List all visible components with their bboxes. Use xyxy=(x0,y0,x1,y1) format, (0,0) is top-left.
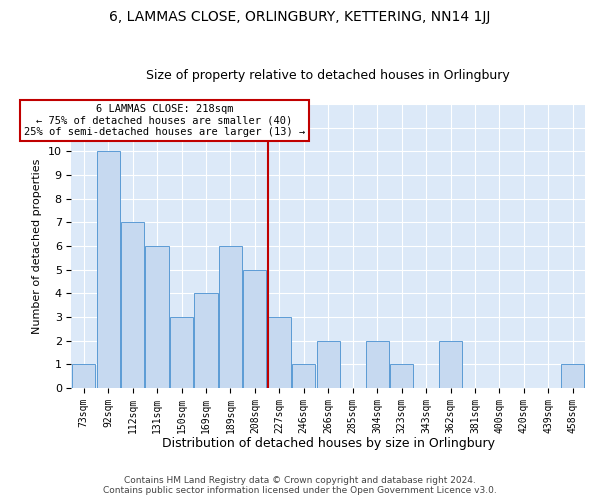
Bar xyxy=(268,317,291,388)
Bar xyxy=(292,364,316,388)
Bar xyxy=(439,340,462,388)
Bar xyxy=(561,364,584,388)
Bar xyxy=(365,340,389,388)
Bar xyxy=(72,364,95,388)
Text: Contains HM Land Registry data © Crown copyright and database right 2024.
Contai: Contains HM Land Registry data © Crown c… xyxy=(103,476,497,495)
Bar xyxy=(219,246,242,388)
Bar xyxy=(317,340,340,388)
Text: 6 LAMMAS CLOSE: 218sqm
← 75% of detached houses are smaller (40)
25% of semi-det: 6 LAMMAS CLOSE: 218sqm ← 75% of detached… xyxy=(24,104,305,137)
Y-axis label: Number of detached properties: Number of detached properties xyxy=(32,158,42,334)
Bar xyxy=(194,293,218,388)
Bar xyxy=(390,364,413,388)
Text: 6, LAMMAS CLOSE, ORLINGBURY, KETTERING, NN14 1JJ: 6, LAMMAS CLOSE, ORLINGBURY, KETTERING, … xyxy=(109,10,491,24)
Bar xyxy=(170,317,193,388)
Bar xyxy=(243,270,266,388)
Bar xyxy=(121,222,144,388)
Title: Size of property relative to detached houses in Orlingbury: Size of property relative to detached ho… xyxy=(146,69,510,82)
Bar xyxy=(145,246,169,388)
X-axis label: Distribution of detached houses by size in Orlingbury: Distribution of detached houses by size … xyxy=(162,437,495,450)
Bar xyxy=(97,152,120,388)
